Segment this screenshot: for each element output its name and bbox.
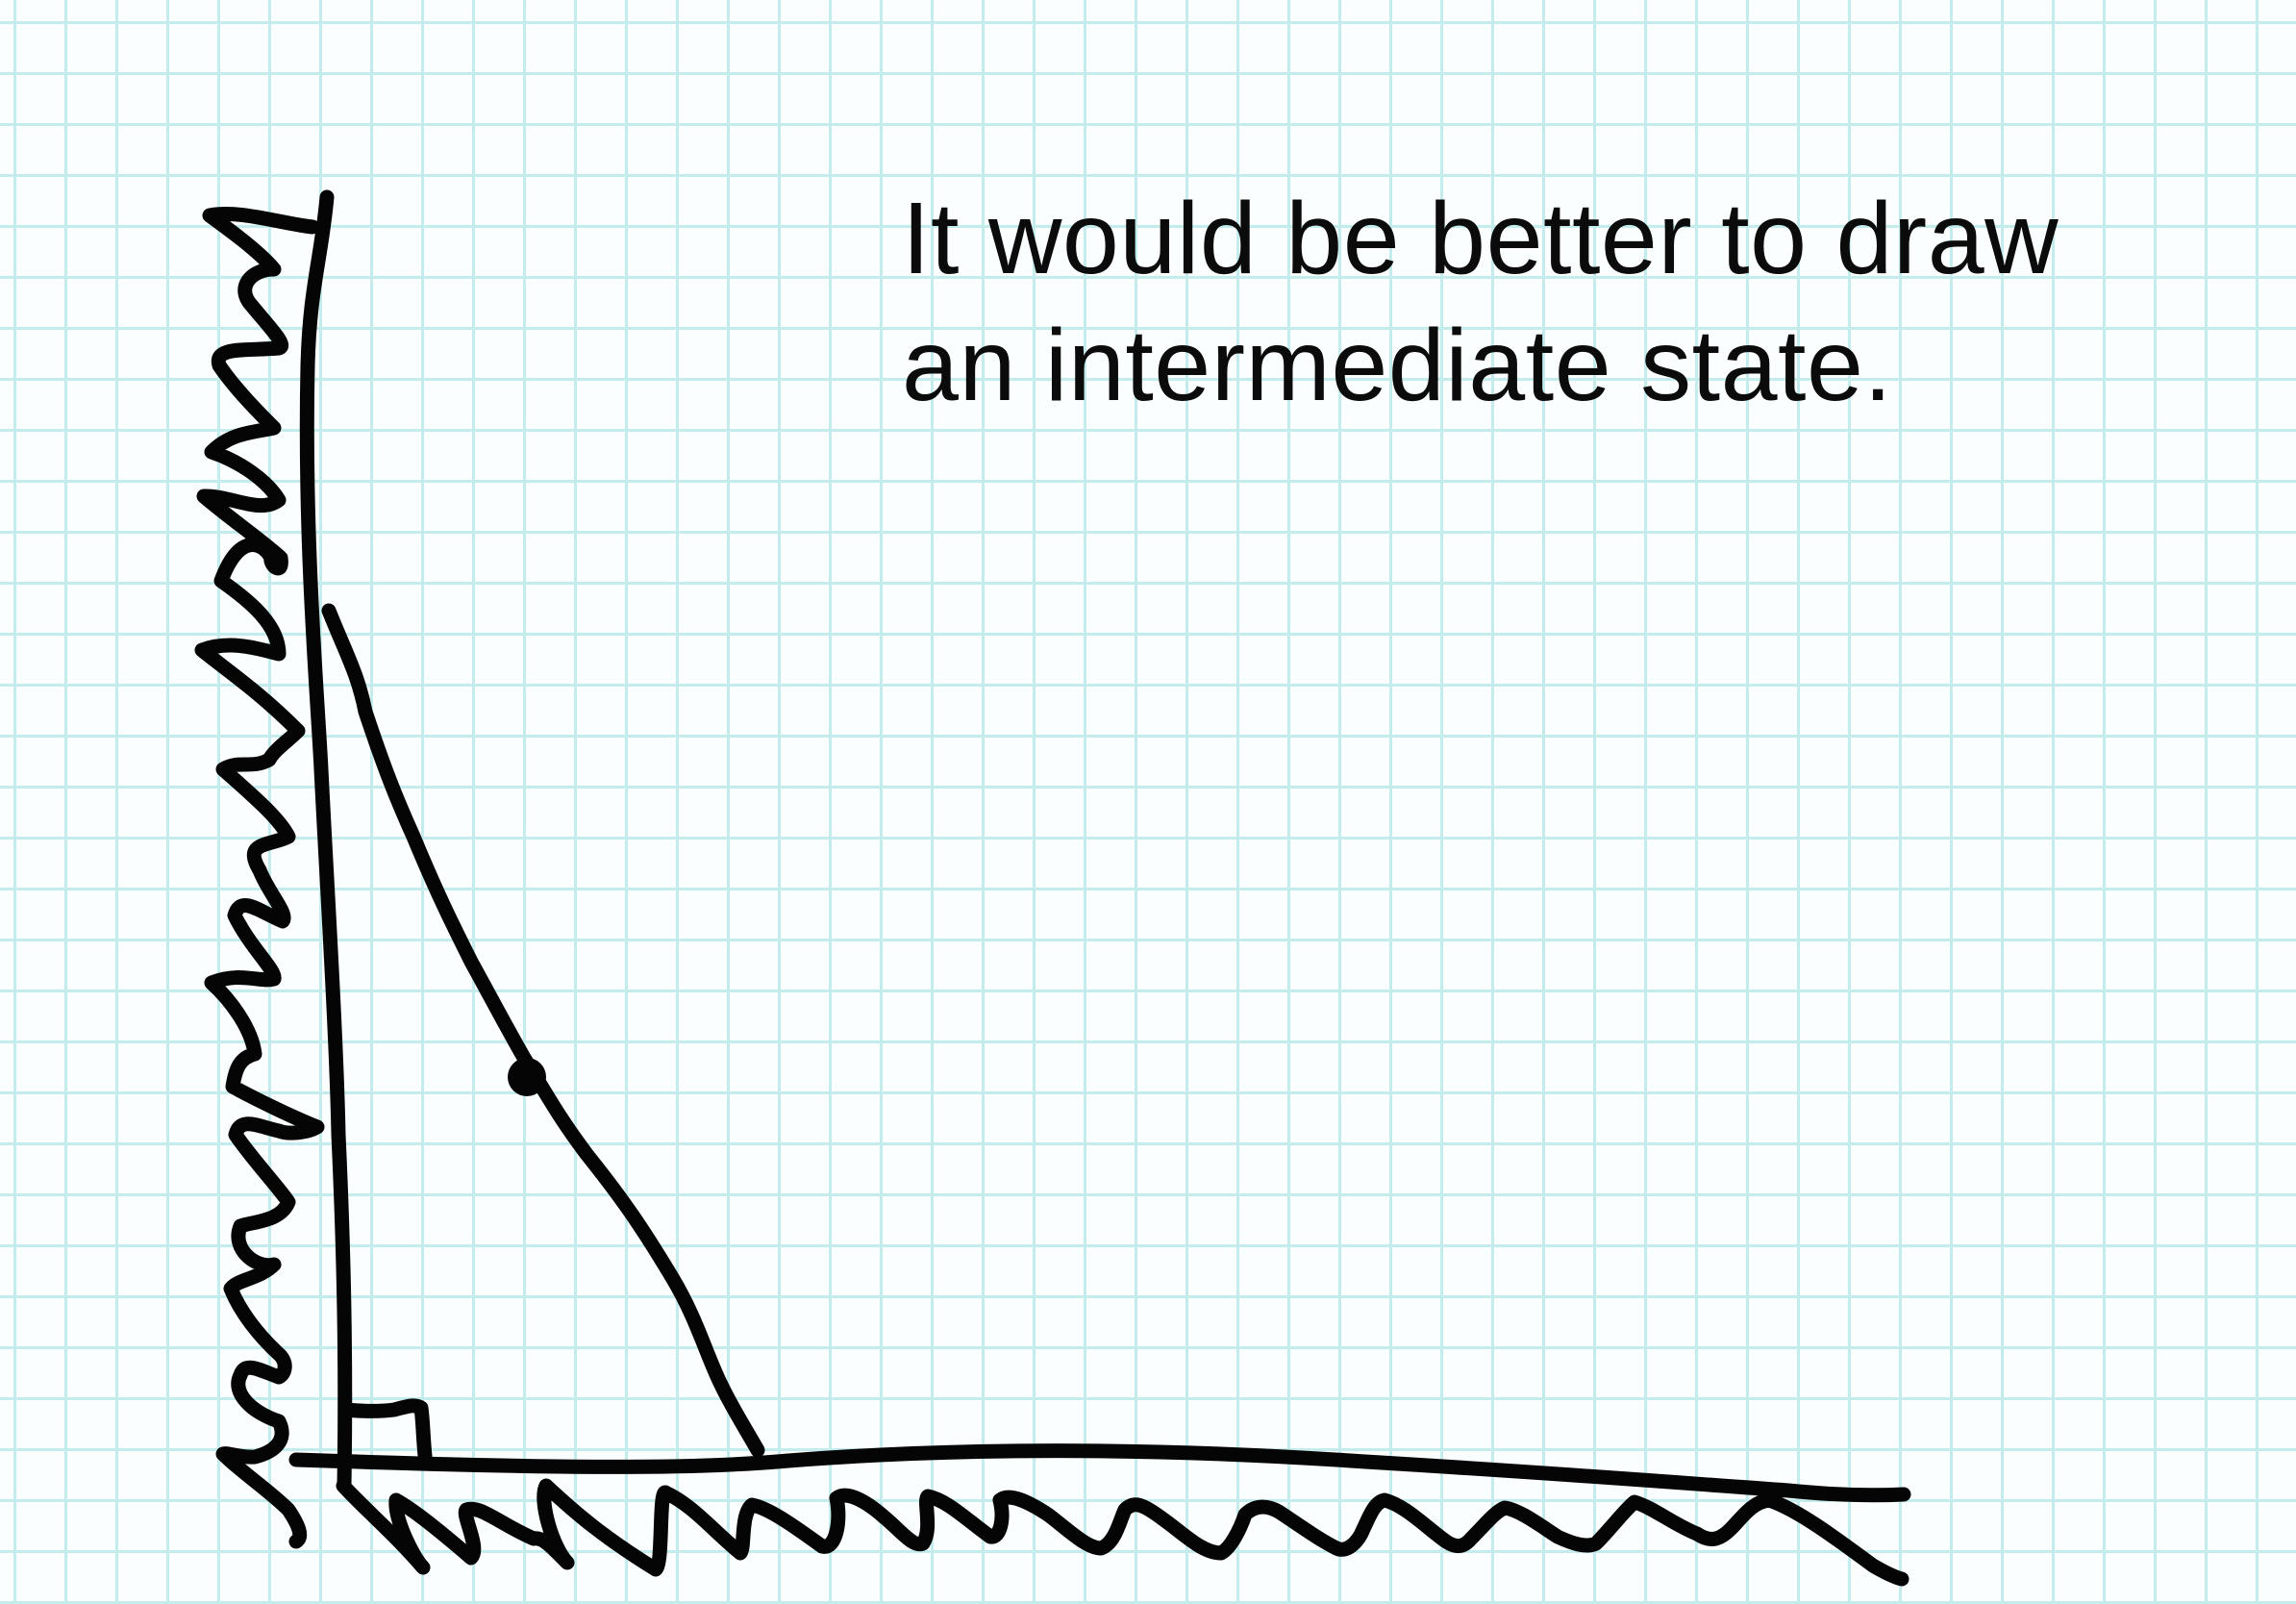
horizontal-hatching-squiggle bbox=[336, 1478, 1909, 1587]
caption-text: It would be better to draw an intermedia… bbox=[902, 175, 2248, 429]
caption-line-1: It would be better to draw bbox=[902, 182, 2059, 295]
curve-line bbox=[321, 603, 765, 1458]
vertical-axis bbox=[299, 189, 353, 1493]
vertical-hatching-squiggle bbox=[194, 207, 325, 1549]
horizontal-axis bbox=[288, 1443, 1911, 1503]
point-marker bbox=[508, 1058, 546, 1096]
right-angle-mark bbox=[338, 1398, 433, 1464]
caption-line-2: an intermediate state. bbox=[902, 309, 1893, 422]
